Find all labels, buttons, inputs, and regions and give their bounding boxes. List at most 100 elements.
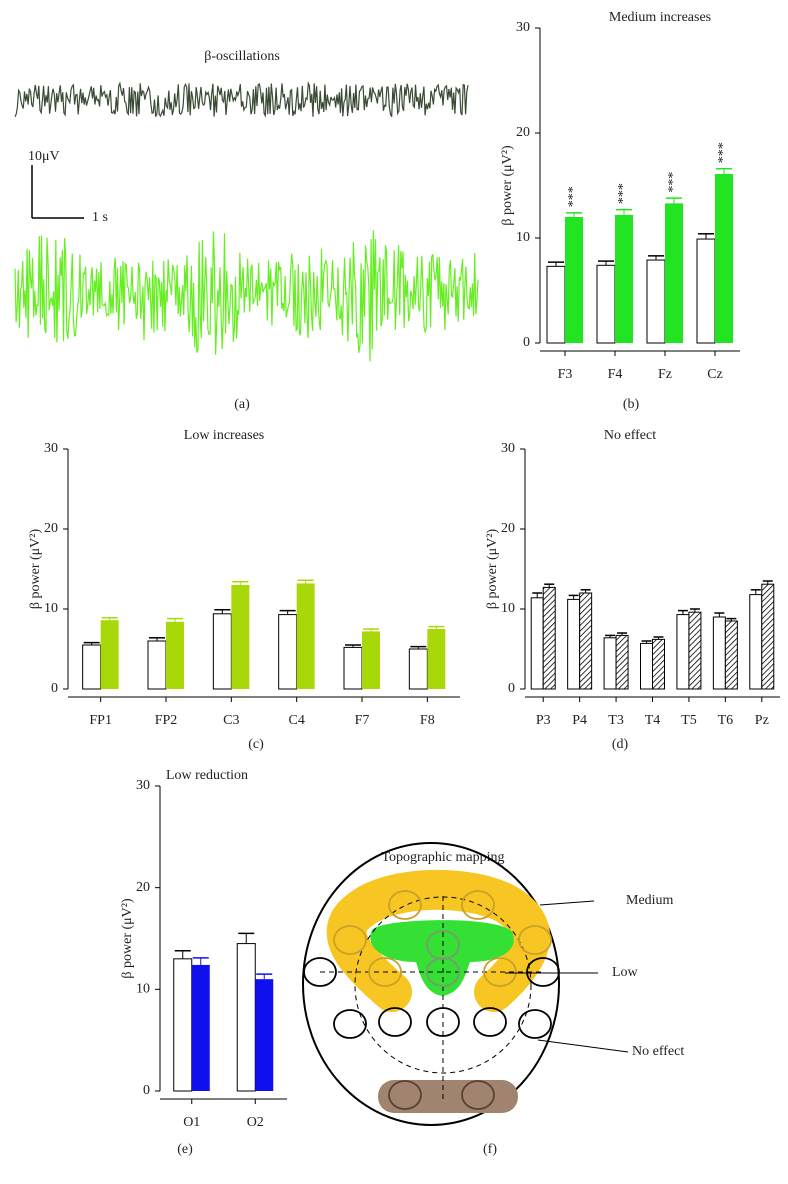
reduction-region bbox=[378, 1080, 518, 1113]
panel-label: (b) bbox=[623, 397, 640, 412]
y-axis-label: β power (μV²) bbox=[28, 529, 43, 610]
x-tick-label: F4 bbox=[608, 367, 623, 382]
significance: *** bbox=[716, 142, 731, 163]
y-axis-label: β power (μV²) bbox=[485, 529, 500, 610]
x-tick-label: F3 bbox=[558, 367, 573, 382]
electrode bbox=[461, 890, 495, 920]
bar bbox=[542, 586, 556, 690]
y-tick-label: 30 bbox=[516, 20, 530, 35]
x-tick-label: T3 bbox=[608, 713, 624, 728]
bar bbox=[343, 646, 363, 690]
bar bbox=[640, 642, 653, 690]
bar bbox=[362, 631, 380, 689]
bar bbox=[278, 614, 298, 690]
significance: *** bbox=[666, 172, 681, 193]
electrode bbox=[426, 1007, 460, 1037]
panel-f: Topographic mapping Medium Low No effect… bbox=[302, 842, 684, 1157]
region-label: No effect bbox=[632, 1044, 684, 1059]
electrode bbox=[473, 1007, 507, 1037]
bar bbox=[82, 644, 102, 690]
scale-label: 1 s bbox=[92, 210, 108, 225]
x-tick-label: T4 bbox=[645, 713, 661, 728]
electrode bbox=[518, 1009, 552, 1039]
chart-title: No effect bbox=[604, 428, 656, 443]
y-tick-label: 10 bbox=[516, 230, 530, 245]
electrode bbox=[426, 930, 460, 960]
chart-title: Low reduction bbox=[166, 768, 248, 783]
bar bbox=[652, 638, 665, 690]
pointer bbox=[539, 900, 595, 906]
y-tick-label: 30 bbox=[44, 441, 58, 456]
x-tick-label: F8 bbox=[420, 713, 435, 728]
panel-label: (e) bbox=[177, 1142, 193, 1157]
x-tick-label: T6 bbox=[718, 713, 734, 728]
x-tick-label: O2 bbox=[247, 1115, 264, 1130]
bar bbox=[565, 217, 583, 343]
bar bbox=[715, 173, 733, 343]
x-tick-label: P3 bbox=[536, 713, 551, 728]
y-tick-label: 10 bbox=[44, 601, 58, 616]
bar bbox=[173, 958, 193, 1092]
electrode bbox=[526, 957, 560, 987]
y-tick-label: 10 bbox=[501, 601, 515, 616]
y-tick-label: 30 bbox=[136, 778, 150, 793]
bar bbox=[567, 598, 581, 690]
electrode bbox=[388, 1080, 422, 1110]
electrode bbox=[426, 957, 460, 987]
bar bbox=[255, 979, 274, 1091]
bar bbox=[236, 943, 256, 1092]
electrode bbox=[333, 1009, 367, 1039]
waveform bbox=[14, 230, 479, 362]
y-tick-label: 20 bbox=[136, 880, 150, 895]
x-tick-label: P4 bbox=[572, 713, 587, 728]
y-tick-label: 0 bbox=[508, 681, 515, 696]
region-label: Medium bbox=[626, 893, 674, 908]
bar bbox=[166, 621, 184, 689]
bar bbox=[546, 265, 566, 344]
bar bbox=[100, 620, 119, 689]
y-tick-label: 0 bbox=[523, 335, 530, 350]
x-tick-label: F7 bbox=[355, 713, 370, 728]
electrode bbox=[388, 890, 422, 920]
significance: *** bbox=[566, 186, 581, 207]
bar bbox=[615, 214, 633, 343]
bar bbox=[231, 585, 250, 689]
x-tick-label: C4 bbox=[288, 713, 304, 728]
bar bbox=[579, 592, 593, 690]
electrode bbox=[368, 957, 402, 987]
waveform bbox=[14, 81, 469, 118]
y-tick-label: 0 bbox=[143, 1083, 150, 1098]
x-tick-label: FP2 bbox=[155, 713, 178, 728]
significance: *** bbox=[616, 183, 631, 204]
bar bbox=[712, 616, 726, 690]
y-tick-label: 20 bbox=[44, 521, 58, 536]
bar bbox=[191, 964, 210, 1091]
x-tick-label: Pz bbox=[755, 713, 769, 728]
pointer bbox=[537, 1039, 629, 1053]
x-tick-label: Fz bbox=[658, 367, 672, 382]
bar bbox=[408, 648, 428, 690]
electrode bbox=[303, 957, 337, 987]
electrode bbox=[518, 925, 552, 955]
bar bbox=[212, 613, 232, 690]
bar bbox=[147, 640, 167, 690]
bar bbox=[596, 264, 616, 344]
bar bbox=[530, 597, 544, 690]
bar bbox=[603, 637, 617, 690]
chart-title: Low increases bbox=[184, 428, 264, 443]
electrode bbox=[378, 1007, 412, 1037]
head-outline bbox=[302, 842, 560, 1126]
y-axis-label: β power (μV²) bbox=[500, 145, 515, 226]
panel-label: (f) bbox=[483, 1142, 497, 1157]
panel-a: β-oscillations 10μV 1 s (a) bbox=[14, 49, 479, 412]
bar bbox=[296, 583, 315, 689]
panel-label: (c) bbox=[248, 737, 264, 752]
x-tick-label: FP1 bbox=[89, 713, 112, 728]
bar bbox=[724, 620, 738, 690]
electrodes bbox=[303, 890, 560, 1110]
panel-label: (a) bbox=[234, 397, 250, 412]
bar bbox=[749, 594, 763, 690]
bar bbox=[646, 259, 666, 344]
medium-region bbox=[326, 869, 550, 1012]
panel-title: β-oscillations bbox=[204, 49, 280, 64]
